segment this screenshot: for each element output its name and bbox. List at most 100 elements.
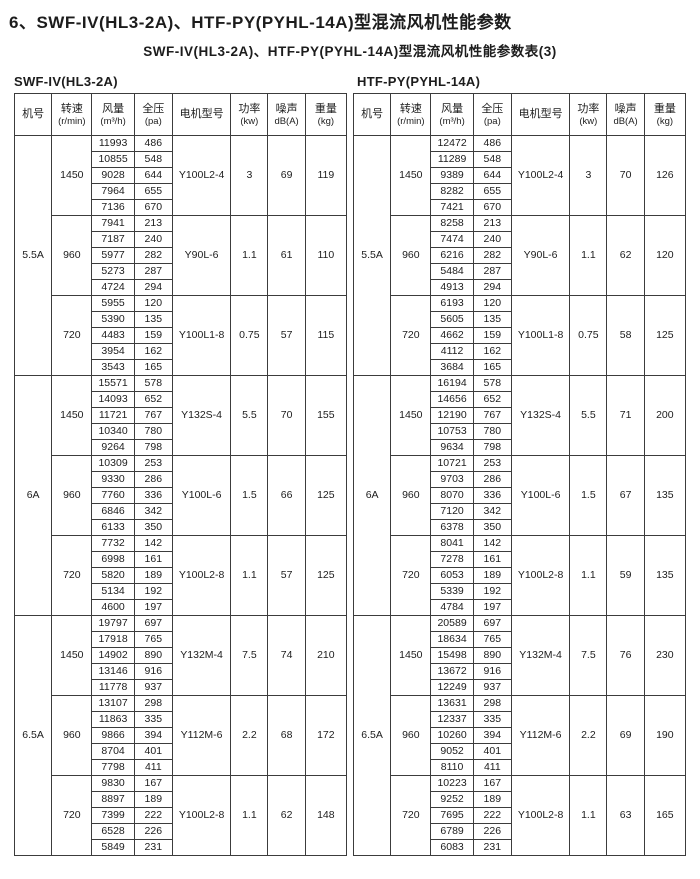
cell-airflow: 9703 — [430, 471, 474, 488]
cell-airflow: 9389 — [430, 167, 474, 184]
table-row: 720 10223 167 Y100L2-8 1.1 63 165 — [354, 775, 687, 856]
cell-pressure: 890 — [133, 647, 173, 664]
column-header: 机号 — [13, 93, 53, 136]
cell-model-size: 6.5A — [13, 615, 53, 856]
cell-noise: 63 — [606, 775, 645, 856]
cell-pressure: 162 — [133, 343, 173, 360]
cell-pressure: 213 — [133, 215, 173, 232]
cell-power: 3 — [230, 135, 269, 216]
cell-airflow: 6193 — [430, 295, 474, 312]
table-row: 11289 548 — [354, 151, 686, 168]
cell-pressure: 142 — [472, 535, 512, 552]
cell-pressure: 159 — [472, 327, 512, 344]
cell-pressure: 767 — [133, 407, 173, 424]
table-row: 6083 231 — [354, 839, 686, 856]
cell-motor-model: Y90L-6 — [510, 215, 571, 296]
cell-motor-model: Y112M-6 — [171, 695, 232, 776]
cell-weight: 135 — [643, 535, 687, 616]
cell-airflow: 10223 — [430, 775, 474, 792]
cell-airflow: 9052 — [430, 743, 474, 760]
cell-speed: 1450 — [390, 615, 432, 696]
cell-pressure: 226 — [133, 823, 173, 840]
cell-power: 1.1 — [569, 215, 608, 296]
cell-pressure: 697 — [472, 615, 512, 632]
column-header-line2: (m³/h) — [100, 115, 126, 127]
cell-pressure: 670 — [133, 199, 173, 216]
cell-model-size: 5.5A — [13, 135, 53, 376]
table-row: 7798 411 — [15, 759, 347, 776]
cell-airflow: 5977 — [91, 247, 135, 264]
cell-pressure: 411 — [133, 759, 173, 776]
cell-pressure: 342 — [472, 503, 512, 520]
cell-speed: 720 — [51, 535, 93, 616]
cell-airflow: 3954 — [91, 343, 135, 360]
cell-pressure: 937 — [472, 679, 512, 696]
cell-airflow: 12190 — [430, 407, 474, 424]
column-header: 功率 (kw) — [569, 93, 608, 136]
cell-weight: 190 — [643, 695, 687, 776]
cell-pressure: 165 — [472, 359, 512, 376]
cell-airflow: 15571 — [91, 375, 135, 392]
table-row: 5390 135 — [15, 311, 347, 328]
cell-airflow: 7964 — [91, 183, 135, 200]
cell-pressure: 167 — [133, 775, 173, 792]
cell-weight: 200 — [643, 375, 687, 456]
table-row: 720 8041 142 Y100L2-8 1.1 59 135 — [354, 535, 687, 616]
cell-speed: 1450 — [390, 375, 432, 456]
cell-weight: 110 — [304, 215, 348, 296]
column-header-line1: 风量 — [441, 102, 464, 115]
table-body: 5.5A 1450 11993 486 Y100L2-4 3 69 119 10855 548 90… — [13, 135, 348, 856]
table-head: 机号 转速 (r/min) 风量 (m³/h) 全压 (pa) 电机型号 功率 (kw) 噪声 dB(… — [13, 93, 348, 136]
cell-airflow: 9866 — [91, 727, 135, 744]
cell-power: 0.75 — [230, 295, 269, 376]
cell-pressure: 226 — [472, 823, 512, 840]
cell-pressure: 294 — [472, 279, 512, 296]
cell-airflow: 7474 — [430, 231, 474, 248]
cell-noise: 71 — [606, 375, 645, 456]
table-row: 9252 189 — [354, 791, 686, 808]
cell-pressure: 655 — [133, 183, 173, 200]
cell-pressure: 548 — [133, 151, 173, 168]
column-header-line2: (kg) — [656, 115, 674, 127]
cell-power: 0.75 — [569, 295, 608, 376]
column-header-line1: 电机型号 — [179, 108, 224, 120]
cell-speed: 1450 — [51, 135, 93, 216]
cell-pressure: 644 — [472, 167, 512, 184]
cell-pressure: 655 — [472, 183, 512, 200]
cell-pressure: 189 — [472, 567, 512, 584]
cell-airflow: 5484 — [430, 263, 474, 280]
cell-model-size: 5.5A — [352, 135, 392, 376]
cell-airflow: 5339 — [430, 583, 474, 600]
cell-pressure: 231 — [472, 839, 512, 856]
cell-airflow: 11289 — [430, 151, 474, 168]
cell-pressure: 222 — [133, 807, 173, 824]
cell-weight: 155 — [304, 375, 348, 456]
column-header: 电机型号 — [510, 93, 571, 136]
cell-pressure: 240 — [133, 231, 173, 248]
cell-airflow: 17918 — [91, 631, 135, 648]
column-header-line1: 风量 — [102, 102, 125, 115]
cell-pressure: 401 — [472, 743, 512, 760]
cell-power: 1.1 — [230, 775, 269, 856]
cell-airflow: 5390 — [91, 311, 135, 328]
cell-motor-model: Y100L2-4 — [171, 135, 232, 216]
cell-pressure: 578 — [472, 375, 512, 392]
table-row: 15498 890 — [354, 647, 686, 664]
cell-pressure: 350 — [133, 519, 173, 536]
cell-weight: 125 — [304, 535, 348, 616]
cell-speed: 720 — [390, 535, 432, 616]
table-row: 8110 411 — [354, 759, 686, 776]
table-row: 6.5A 1450 20589 697 Y132M-4 7.5 76 230 — [352, 615, 687, 856]
cell-motor-model: Y100L2-8 — [510, 535, 571, 616]
column-header: 全压 (pa) — [133, 93, 173, 136]
cell-pressure: 486 — [472, 135, 512, 152]
cell-airflow: 10260 — [430, 727, 474, 744]
cell-noise: 66 — [267, 455, 306, 536]
table-row: 9634 798 — [354, 439, 686, 456]
table-row: 12190 767 — [354, 407, 686, 424]
cell-pressure: 394 — [133, 727, 173, 744]
column-header: 风量 (m³/h) — [430, 93, 474, 136]
cell-motor-model: Y100L2-4 — [510, 135, 571, 216]
cell-airflow: 9634 — [430, 439, 474, 456]
cell-motor-model: Y100L2-8 — [171, 535, 232, 616]
